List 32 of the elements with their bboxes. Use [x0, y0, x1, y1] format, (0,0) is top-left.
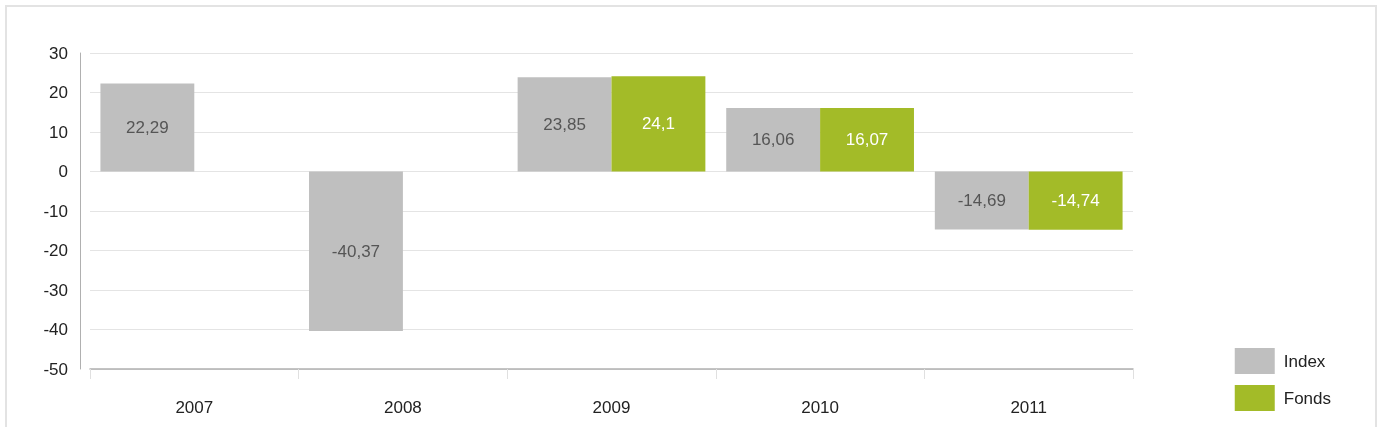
data-label: 16,06	[751, 130, 795, 150]
y-tick-label: 30	[49, 43, 68, 63]
y-tick-label: -50	[43, 359, 68, 379]
bar	[517, 77, 612, 172]
data-label: -14,74	[1051, 191, 1100, 211]
data-label: 22,29	[126, 117, 169, 137]
legend-label: Index	[1283, 351, 1326, 371]
y-tick-label: -30	[43, 280, 68, 300]
bar	[1028, 171, 1123, 230]
bar	[820, 108, 914, 172]
bar	[611, 76, 706, 172]
x-tick-label: 2009	[592, 398, 631, 417]
y-tick-label: 10	[49, 122, 68, 142]
y-tick-label: 20	[49, 83, 68, 102]
bar	[100, 83, 195, 172]
bar	[726, 108, 821, 172]
y-tick-label: 0	[58, 162, 68, 181]
y-tick-label: -40	[43, 320, 68, 339]
legend-label: Fonds	[1283, 388, 1331, 408]
data-label: 24,1	[641, 114, 675, 134]
x-tick-label: 2008	[383, 398, 422, 417]
data-label: -14,69	[957, 191, 1006, 211]
y-tick-label: -20	[43, 241, 68, 260]
x-tick-label: 2007	[175, 398, 214, 417]
data-label: 23,85	[543, 114, 586, 134]
data-label: 16,07	[845, 130, 889, 150]
y-tick-label: -10	[43, 201, 68, 221]
bar	[309, 171, 403, 331]
x-tick-label: 2010	[801, 398, 840, 417]
x-tick-label: 2011	[1010, 398, 1047, 417]
bar	[934, 171, 1029, 230]
data-label: -40,37	[331, 241, 381, 261]
